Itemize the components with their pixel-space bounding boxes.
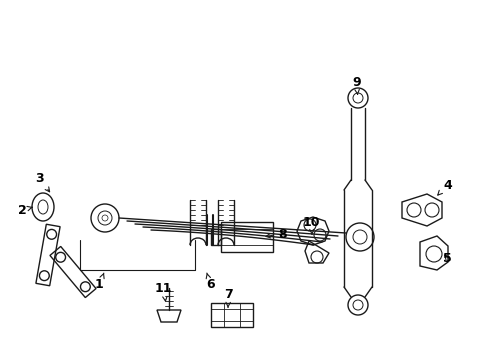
Text: 11: 11 (155, 282, 172, 301)
Text: 6: 6 (205, 273, 214, 292)
Text: 2: 2 (18, 203, 32, 216)
Text: 3: 3 (35, 171, 49, 192)
Text: 1: 1 (95, 273, 104, 292)
Text: 10: 10 (303, 216, 320, 234)
Text: 9: 9 (351, 76, 360, 94)
Text: 5: 5 (442, 252, 451, 265)
Text: 4: 4 (437, 179, 451, 195)
Text: 7: 7 (224, 288, 232, 307)
Text: 8: 8 (265, 228, 286, 240)
